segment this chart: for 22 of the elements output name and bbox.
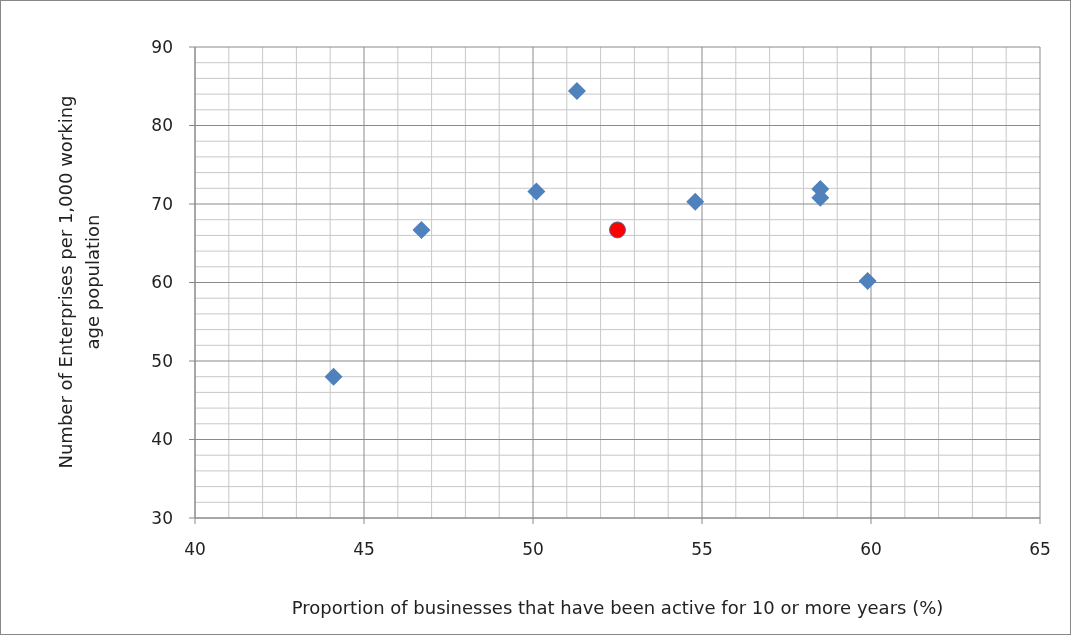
y-tick-label: 40 [151, 429, 173, 450]
x-tick-label: 45 [353, 539, 375, 559]
point [412, 220, 431, 239]
point [527, 182, 546, 201]
x-tick-label: 65 [1029, 539, 1051, 559]
x-axis-title: Proportion of businesses that have been active for 10 or more years (%) [291, 597, 944, 618]
y-axis-title: Number of Enterprises per 1,000 working age population [55, 95, 103, 469]
y-tick-label: 90 [151, 36, 173, 57]
y-tick-label: 60 [151, 272, 173, 293]
point [567, 81, 586, 100]
y-tick-label: 30 [151, 507, 173, 528]
y-tick-label: 80 [151, 115, 173, 136]
point [609, 221, 626, 239]
x-tick-label: 60 [860, 539, 882, 559]
x-tick-label: 50 [522, 539, 544, 559]
y-tick-label: 70 [151, 193, 173, 214]
x-tick-label: 55 [691, 539, 713, 559]
point [324, 367, 343, 386]
y-tick-label: 50 [151, 350, 173, 371]
point [858, 271, 877, 290]
point [686, 192, 705, 211]
x-tick-label: 40 [184, 539, 206, 559]
